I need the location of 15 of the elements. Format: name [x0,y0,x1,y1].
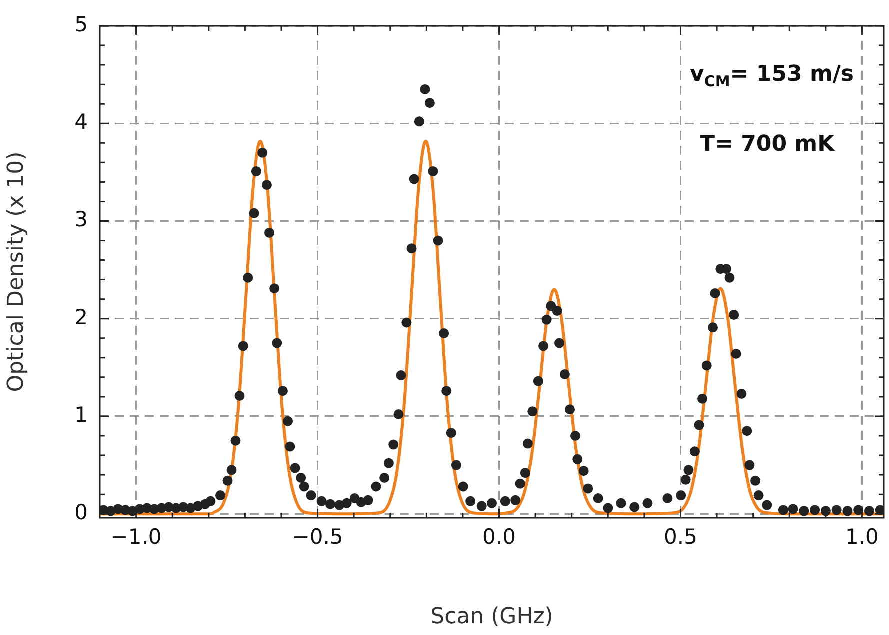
y-tick-label: 1 [74,402,88,427]
x-tick-label: 0.5 [664,525,698,550]
x-tick-label: −1.0 [110,525,162,550]
y-tick-label: 4 [74,110,88,134]
y-tick-label: 2 [74,305,88,330]
x-axis-title: Scan (GHz) [430,604,554,630]
annotation: v$_{CM}$= 153 m/s [690,62,854,90]
x-tick-label: 1.0 [846,525,879,550]
y-axis-title: Optical Density (x 10) [4,152,29,392]
y-tick-label: 5 [74,12,88,36]
x-tick-label: 0.0 [482,525,516,550]
y-tick-label: 3 [74,208,88,232]
annotation: T= 700 mK [700,132,835,157]
x-tick-label: −0.5 [292,525,344,550]
y-tick-label: 0 [74,500,88,525]
